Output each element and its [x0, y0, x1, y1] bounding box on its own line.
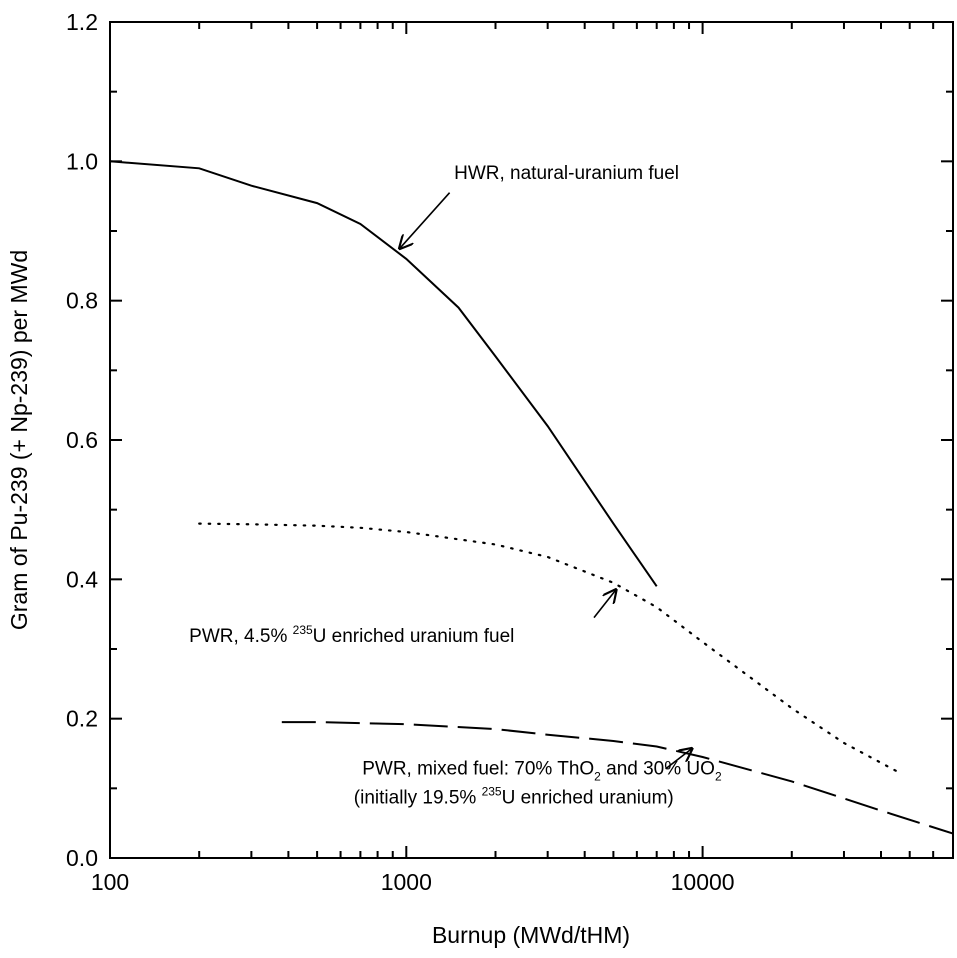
x-tick-label: 1000: [381, 869, 432, 895]
y-tick-label: 0.2: [66, 706, 98, 732]
y-tick-label: 0.4: [66, 566, 98, 592]
annotation-pwrmix2: (initially 19.5% 235U enriched uranium): [354, 785, 674, 809]
y-tick-label: 0.0: [66, 845, 98, 871]
x-axis-title: Burnup (MWd/tHM): [432, 922, 630, 948]
series-line-0: [109, 160, 658, 587]
y-tick-label: 0.6: [66, 427, 98, 453]
x-tick-label: 10000: [671, 869, 735, 895]
annotation-arrow-pwr45: [593, 590, 616, 619]
annotation-arrow-hwr: [400, 192, 451, 249]
y-axis-title: Gram of Pu-239 (+ Np-239) per MWd: [6, 250, 32, 630]
annotation-pwrmix1: PWR, mixed fuel: 70% ThO2 and 30% UO2: [362, 758, 722, 783]
annotation-arrow-pwrmix1: [665, 749, 692, 770]
series-line-1: [198, 522, 898, 773]
y-tick-label: 0.8: [66, 288, 98, 314]
y-tick-label: 1.2: [66, 9, 98, 35]
series-line-2: [281, 721, 954, 835]
y-tick-label: 1.0: [66, 148, 98, 174]
x-tick-label: 100: [91, 869, 129, 895]
annotation-hwr: HWR, natural-uranium fuel: [454, 163, 679, 184]
annotation-pwr45: PWR, 4.5% 235U enriched uranium fuel: [189, 623, 514, 647]
